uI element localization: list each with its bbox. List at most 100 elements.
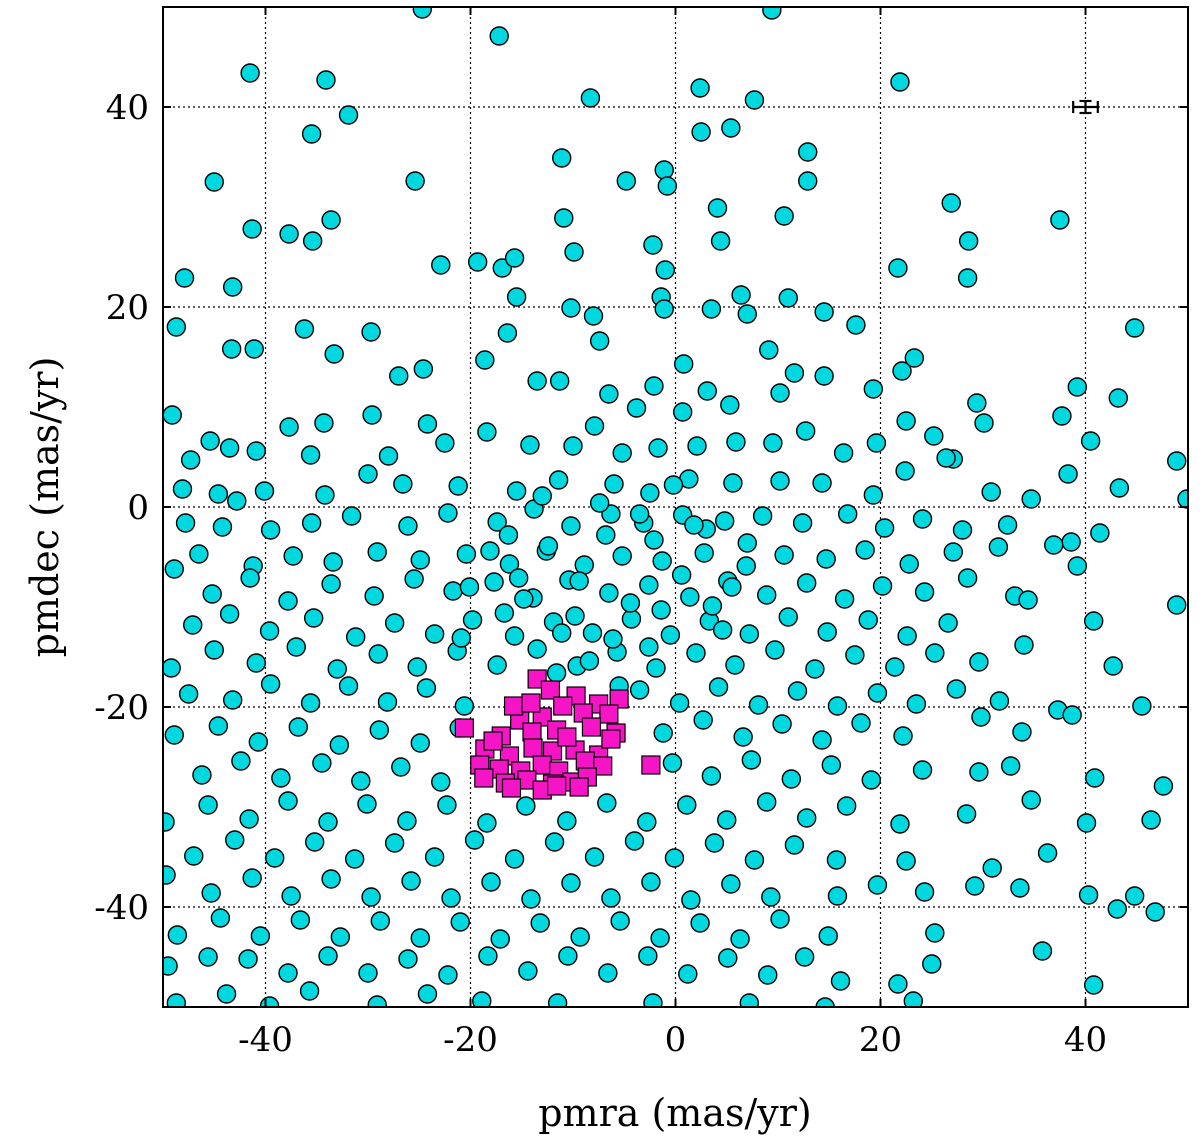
- field-star-point: [834, 589, 855, 609]
- field-star-point: [690, 913, 710, 933]
- field-star-point: [321, 869, 341, 889]
- field-star-point: [443, 581, 463, 601]
- field-star-point: [549, 371, 570, 391]
- field-star-point: [778, 288, 798, 308]
- field-star-point: [498, 525, 519, 545]
- field-star-point: [720, 395, 740, 415]
- y-axis-label: pmdec (mas/yr): [23, 357, 67, 658]
- field-star-point: [795, 421, 816, 441]
- field-star-point: [174, 268, 195, 288]
- field-star-point: [639, 637, 659, 657]
- member-star-point: [553, 696, 573, 716]
- field-star-point: [221, 339, 242, 359]
- field-star-point: [925, 923, 945, 943]
- field-star-point: [715, 511, 735, 531]
- field-star-point: [671, 565, 692, 585]
- field-star-point: [321, 210, 341, 230]
- field-star-point: [965, 876, 985, 896]
- field-star-point: [521, 889, 541, 909]
- field-star-point: [637, 812, 657, 832]
- field-star-point: [794, 947, 815, 967]
- field-star-point: [660, 625, 681, 645]
- field-star-point: [164, 725, 184, 745]
- member-star-point: [609, 689, 629, 709]
- field-star-point: [737, 533, 757, 553]
- field-star-point: [212, 517, 233, 537]
- field-star-point: [1107, 899, 1127, 919]
- field-star-point: [579, 651, 600, 671]
- member-star-point: [593, 756, 613, 776]
- field-star-point: [652, 551, 672, 571]
- field-star-point: [410, 550, 430, 570]
- field-star-point: [401, 871, 421, 891]
- field-star-point: [480, 541, 500, 561]
- field-star-point: [858, 610, 878, 630]
- field-star-point: [330, 927, 351, 947]
- field-star-point: [398, 516, 418, 536]
- field-star-point: [1050, 210, 1070, 230]
- field-star-point: [836, 796, 857, 816]
- field-star-point: [924, 426, 944, 446]
- field-star-point: [912, 760, 933, 780]
- field-star-point: [603, 629, 623, 649]
- field-star-point: [896, 411, 916, 431]
- field-star-point: [1167, 595, 1187, 615]
- field-star-point: [736, 556, 756, 576]
- field-star-point: [441, 888, 461, 908]
- field-star-point: [641, 872, 661, 892]
- field-star-point: [772, 714, 792, 734]
- field-star-point: [812, 730, 832, 750]
- field-star-point: [299, 981, 320, 1001]
- field-star-point: [437, 795, 457, 815]
- field-star-point: [538, 536, 559, 556]
- field-star-point: [238, 949, 258, 969]
- field-star-point: [896, 851, 916, 871]
- field-star-point: [805, 659, 825, 679]
- field-star-point: [761, 887, 781, 907]
- field-star-point: [518, 961, 538, 981]
- field-star-point: [674, 354, 694, 374]
- field-star-point: [815, 997, 835, 1007]
- field-star-point: [580, 88, 601, 108]
- member-star-point: [641, 755, 661, 775]
- field-star-point: [1052, 406, 1072, 426]
- field-star-point: [552, 148, 572, 168]
- field-star-point: [654, 299, 674, 319]
- field-star-point: [484, 572, 504, 592]
- field-star-point: [180, 450, 201, 470]
- field-star-point: [752, 506, 773, 526]
- field-star-point: [717, 810, 737, 830]
- field-star-point: [504, 849, 525, 869]
- field-star-point: [629, 680, 650, 700]
- field-star-point: [544, 832, 565, 852]
- field-star-point: [867, 683, 888, 703]
- field-star-point: [817, 622, 837, 642]
- member-star-point: [581, 717, 602, 737]
- field-star-point: [294, 319, 315, 339]
- field-star-point: [737, 304, 757, 324]
- field-star-point: [620, 593, 641, 613]
- field-star-point: [725, 655, 745, 675]
- field-star-point: [1021, 489, 1041, 509]
- field-star-point: [454, 696, 475, 716]
- field-star-point: [648, 438, 668, 458]
- field-star-point: [778, 607, 798, 627]
- field-star-point: [741, 750, 762, 770]
- field-star-point: [378, 446, 399, 466]
- field-star-point: [798, 171, 818, 191]
- field-star-point: [338, 676, 359, 696]
- field-star-point: [584, 847, 605, 867]
- field-star-point: [1010, 878, 1030, 898]
- field-star-point: [361, 887, 381, 907]
- field-star-point: [922, 954, 942, 974]
- member-star-point: [569, 777, 589, 797]
- field-star-point: [770, 471, 790, 491]
- field-star-point: [321, 574, 341, 594]
- field-star-point: [412, 7, 433, 19]
- field-star-point: [888, 258, 908, 278]
- field-star-point: [797, 808, 817, 828]
- field-star-point: [1076, 813, 1097, 833]
- field-star-point: [974, 413, 994, 433]
- field-star-point: [1108, 388, 1129, 408]
- field-star-point: [981, 482, 1001, 502]
